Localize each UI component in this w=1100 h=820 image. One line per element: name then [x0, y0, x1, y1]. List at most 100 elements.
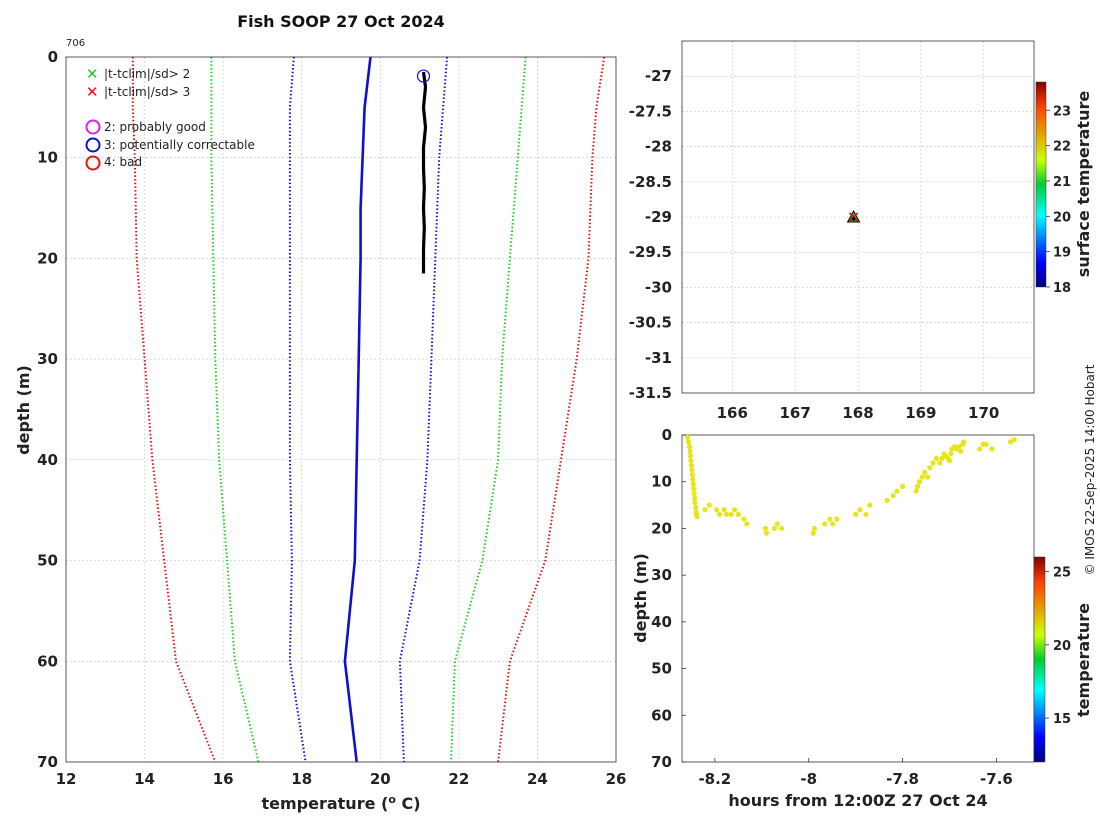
dt-data-point — [834, 516, 840, 522]
dt-data-point — [687, 453, 694, 459]
x-tick-label: 16 — [213, 770, 234, 788]
dt-y-tick-label: 30 — [651, 566, 672, 584]
dt-data-point — [916, 479, 923, 485]
dt-data-point — [778, 525, 785, 532]
dt-data-point — [774, 521, 780, 527]
series-line — [450, 56, 527, 763]
flag4-circle-icon — [85, 155, 101, 171]
profile-id: 706 — [66, 38, 85, 49]
dt-data-point — [771, 525, 778, 532]
map-y-tick-label: -30.5 — [629, 314, 672, 332]
dt-data-point — [694, 514, 700, 520]
series-line — [398, 56, 449, 763]
map-points — [846, 209, 861, 223]
dt-data-point — [692, 500, 698, 506]
depth-time-points — [685, 434, 1017, 536]
dt-data-point — [762, 525, 769, 532]
dt-data-point — [735, 511, 741, 517]
depth-time-colorbar-ticks: 15 20 25 — [1045, 566, 1071, 727]
map-y-tick-label: -29 — [645, 208, 672, 226]
profile-lines — [131, 56, 606, 763]
flag2-circle-icon — [85, 119, 101, 135]
map-frame — [681, 40, 1035, 394]
legend-flag3: 3: potentially correctable — [104, 138, 255, 152]
dt-data-point — [810, 530, 817, 536]
map-x-tick-label: 170 — [968, 404, 999, 422]
dt-data-point — [1007, 439, 1014, 445]
profile-x-label: temperature (o C) — [261, 793, 420, 813]
depth-time-panel: -8.2 -8 -7.8 -7.6 0 10 20 30 40 50 60 70 hours from… — [631, 426, 1093, 810]
dt-colorbar-tick-label: 20 — [1053, 639, 1071, 654]
legend-flag4: 4: bad — [104, 155, 142, 169]
map-colorbar — [1035, 81, 1047, 288]
dt-data-point — [763, 530, 770, 536]
dt-data-point — [853, 511, 859, 517]
map-y-tick-label: -30 — [645, 278, 672, 296]
dt-data-point — [728, 511, 734, 517]
dt-data-point — [724, 511, 730, 517]
dt-data-point — [977, 446, 983, 452]
dt-data-point — [922, 469, 928, 475]
map-track-point — [851, 217, 856, 221]
dt-data-point — [690, 476, 696, 482]
series-line — [288, 56, 307, 763]
map-x-tick-label: 166 — [717, 404, 748, 422]
y-tick-label: 40 — [37, 451, 58, 469]
dt-y-tick-label: 0 — [662, 426, 672, 444]
dt-data-point — [948, 451, 954, 457]
dt-data-point — [939, 455, 945, 461]
profile-y-label: depth (m) — [14, 365, 33, 455]
dt-data-point — [716, 511, 723, 517]
dt-data-point — [958, 448, 964, 454]
dt-data-point — [919, 474, 925, 480]
map-colorbar-label: surface temperature — [1074, 91, 1093, 278]
map-colorbar-ticks: 18 19 20 21 22 23 — [1046, 104, 1071, 296]
dt-x-tick-label: -8 — [800, 770, 817, 788]
profile-grid — [65, 56, 617, 763]
dt-data-point — [830, 521, 836, 527]
map-y-tick-label: -27 — [645, 67, 672, 85]
map-x-tick-label: 169 — [905, 404, 936, 422]
map-y-tick-label: -31.5 — [629, 384, 672, 402]
profile-ticks: 12 14 16 18 20 22 24 26 0 10 20 30 40 50 60 70 — [37, 48, 626, 788]
x-tick-label: 12 — [56, 770, 77, 788]
dt-colorbar-tick-label: 15 — [1053, 712, 1071, 727]
dt-y-tick-label: 10 — [651, 473, 672, 491]
dt-data-point — [857, 507, 863, 513]
map-y-tick-label: -27.5 — [629, 102, 672, 120]
legend-x2: |t-tclim|/sd> 2 — [104, 67, 190, 81]
dt-data-point — [706, 502, 712, 508]
map-x-tick-label: 168 — [842, 404, 873, 422]
map-y-tick-label: -31 — [645, 349, 672, 367]
dt-data-point — [894, 488, 900, 494]
depth-time-colorbar-label: temperature — [1074, 603, 1093, 717]
legend: ✕ |t-tclim|/sd> 2 ✕ |t-tclim|/sd> 3 2: p… — [85, 65, 255, 171]
map-ticks: 166 167 168 169 170 -27 -27.5 -28 -28.5 -29 -29.5 -… — [629, 67, 1000, 422]
depth-time-ticks: -8.2 -8 -7.8 -7.6 0 10 20 30 40 50 60 70 — [651, 426, 1013, 788]
dt-data-point — [946, 458, 953, 464]
dt-data-point — [692, 495, 698, 501]
credit-text: © IMOS 22-Sep-2025 14:00 Hobart — [1083, 364, 1097, 575]
x2-marker-icon: ✕ — [86, 65, 99, 83]
dt-data-point — [961, 439, 967, 445]
dt-x-tick-label: -7.6 — [980, 770, 1013, 788]
map-colorbar-tick-label: 23 — [1053, 104, 1071, 119]
dt-data-point — [827, 516, 833, 522]
dt-data-point — [924, 474, 931, 480]
map-colorbar-tick-label: 18 — [1053, 281, 1071, 296]
y-tick-label: 20 — [37, 249, 58, 267]
dt-data-point — [690, 481, 696, 487]
depth-time-x-label: hours from 12:00Z 27 Oct 24 — [728, 791, 987, 810]
series-line — [497, 56, 606, 763]
dt-x-tick-label: -7.8 — [886, 770, 919, 788]
dt-data-point — [867, 502, 873, 508]
dt-data-point — [900, 483, 906, 489]
map-colorbar-tick-label: 22 — [1053, 140, 1071, 155]
map-y-tick-label: -29.5 — [629, 243, 672, 261]
dt-data-point — [1011, 437, 1017, 443]
depth-time-y-label: depth (m) — [631, 553, 650, 643]
dt-y-tick-label: 50 — [651, 660, 672, 678]
dt-y-tick-label: 40 — [651, 613, 672, 631]
series-line — [210, 57, 260, 763]
dt-data-point — [863, 511, 869, 517]
